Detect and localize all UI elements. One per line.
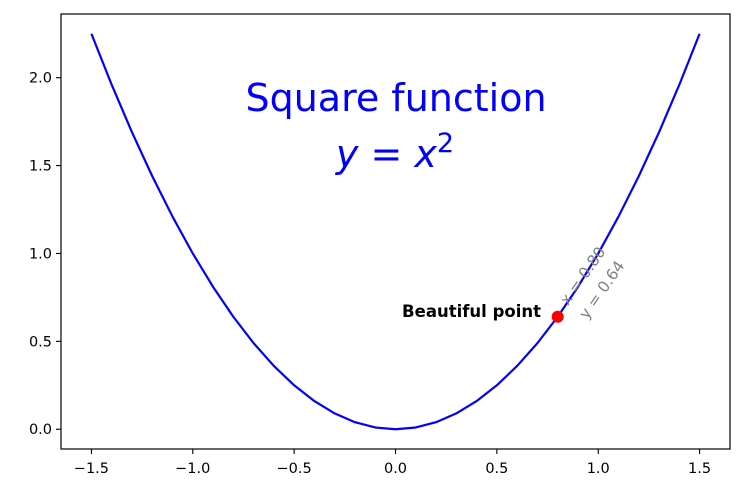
- plot-frame: [60, 13, 731, 450]
- y-tick-label: 0.5: [29, 334, 52, 350]
- x-tick-label: 1.0: [587, 461, 610, 477]
- x-tick-label: −0.5: [277, 461, 312, 477]
- series-line-square-function: [90, 33, 701, 431]
- y-tick-label: 0.0: [29, 422, 52, 438]
- formula-annotation: y = x2: [335, 128, 454, 176]
- x-tick-label: 0.0: [384, 461, 407, 477]
- marked-point: [551, 310, 564, 323]
- plot-area: [90, 33, 701, 431]
- x-tick-label: −1.5: [74, 461, 109, 477]
- y-tick-label: 2.0: [29, 71, 52, 87]
- y-tick-label: 1.5: [29, 159, 52, 175]
- heading-annotation: Square function: [245, 76, 546, 120]
- x-tick-label: −1.0: [175, 461, 210, 477]
- point-label: Beautiful point: [402, 302, 541, 321]
- y-tick-label: 1.0: [29, 246, 52, 262]
- axis-ticks: −1.5 −1.0 −0.5 0.0 0.5 1.0 1.5 0.0 0.5 1.0 1.5 2.0: [29, 71, 711, 477]
- x-tick-label: 1.5: [688, 461, 711, 477]
- x-tick-label: 0.5: [485, 461, 508, 477]
